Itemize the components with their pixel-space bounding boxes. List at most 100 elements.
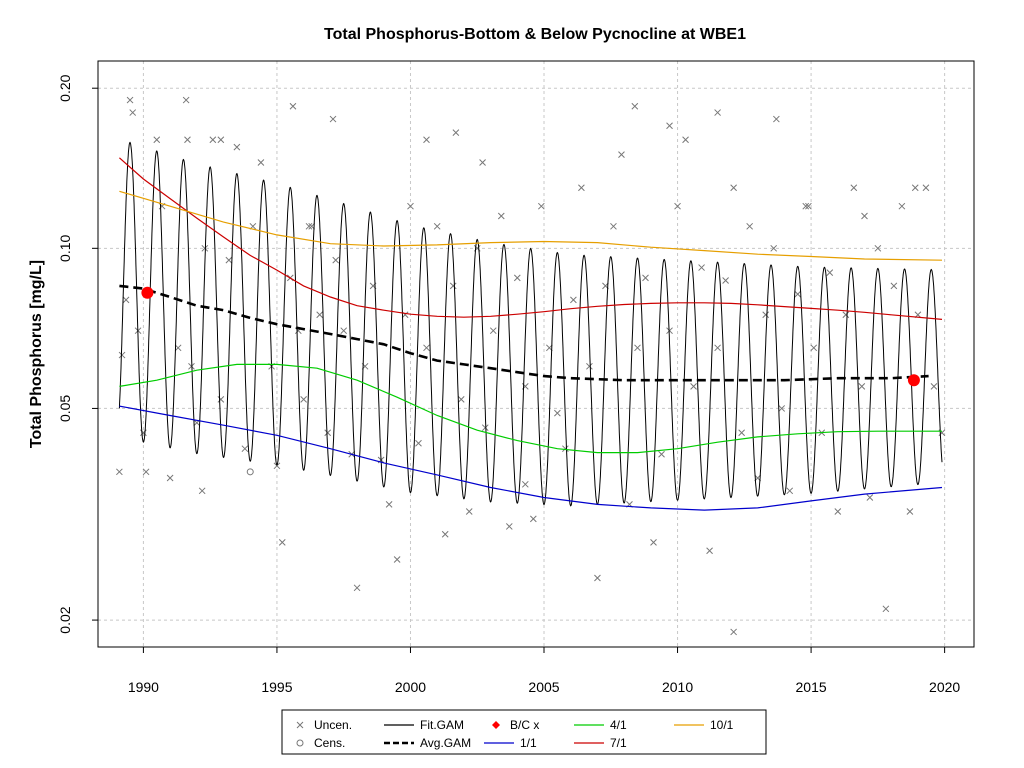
legend-label: B/C x xyxy=(510,718,539,732)
uncensored-point xyxy=(257,159,265,166)
uncensored-point xyxy=(353,584,361,592)
legend-label: Avg.GAM xyxy=(420,736,471,750)
seasonal-1-1-line xyxy=(119,405,943,511)
uncensored-point xyxy=(658,450,665,458)
legend-box xyxy=(281,709,767,755)
y-tick-label: 0.05 xyxy=(57,395,73,422)
uncensored-point xyxy=(562,445,569,453)
uncensored-point xyxy=(201,244,209,252)
uncensored-point xyxy=(305,222,313,230)
uncensored-point xyxy=(441,530,449,538)
legend-label: 1/1 xyxy=(520,736,537,750)
uncensored-point xyxy=(457,396,465,403)
uncensored-point xyxy=(316,311,324,319)
legend-label: Uncen. xyxy=(314,718,352,732)
uncensored-point xyxy=(618,151,625,159)
uncensored-point xyxy=(631,102,639,110)
uncensored-point xyxy=(340,327,348,335)
uncensored-point xyxy=(586,362,593,370)
uncensored-point xyxy=(241,445,249,453)
uncensored-point xyxy=(217,136,225,144)
uncensored-point xyxy=(217,396,225,403)
y-axis-label: Total Phosphorus [mg/L] xyxy=(28,260,45,448)
grid xyxy=(98,61,974,647)
uncensored-point xyxy=(682,136,689,144)
legend-label: 7/1 xyxy=(610,736,627,750)
chart-title: Total Phosphorus-Bottom & Below Pycnocli… xyxy=(324,26,746,43)
uncensored-point xyxy=(861,212,868,220)
uncensored-point xyxy=(738,429,745,437)
uncensored-point xyxy=(642,274,649,282)
uncensored-point xyxy=(166,474,174,482)
uncensored-point xyxy=(198,487,206,495)
plot-frame xyxy=(97,60,975,648)
uncensored-point xyxy=(118,351,126,359)
uncensored-point xyxy=(289,102,297,110)
seasonal-4-1-line xyxy=(119,363,942,454)
uncensored-point xyxy=(329,115,337,123)
uncensored-point xyxy=(770,244,778,252)
uncensored-point xyxy=(126,96,134,104)
uncensored-point xyxy=(834,508,842,515)
uncensored-point xyxy=(842,311,850,319)
fit-gam-line xyxy=(118,141,943,507)
uncensored-point xyxy=(385,501,393,508)
uncensored-point xyxy=(521,480,529,488)
uncensored-point xyxy=(898,202,906,210)
x-tick-label: 2010 xyxy=(662,679,693,695)
legend-symbol-cens xyxy=(296,739,304,747)
legend-label: 4/1 xyxy=(610,718,627,732)
uncensored-point xyxy=(452,129,460,136)
uncensored-point xyxy=(730,184,737,192)
uncensored-point xyxy=(850,184,858,192)
uncensored-point xyxy=(714,109,721,116)
seasonal-7-1-line xyxy=(119,157,943,320)
uncensored-point xyxy=(882,605,890,613)
uncensored-point xyxy=(666,122,673,130)
uncensored-point xyxy=(570,296,577,304)
plot-area xyxy=(116,96,946,636)
x-tick-label: 2020 xyxy=(929,679,960,695)
uncensored-point xyxy=(174,344,182,352)
uncensored-point xyxy=(449,282,457,290)
uncensored-point xyxy=(153,136,161,144)
legend: Uncen. Cens. Fit.GAM Avg.GAM B/C x 1/1 4/1 7/1 1… xyxy=(281,709,767,755)
uncensored-point xyxy=(650,539,657,546)
uncensored-point xyxy=(722,277,729,284)
censored-point xyxy=(246,468,254,476)
x-axis: 1990 1995 2000 2005 2010 2015 2020 xyxy=(128,647,960,695)
uncensored-point xyxy=(762,311,770,319)
uncensored-point xyxy=(481,424,489,432)
y-axis: 0.02 0.05 0.10 0.20 xyxy=(57,74,98,634)
y-tick-label: 0.20 xyxy=(57,74,73,101)
uncensored-point xyxy=(594,574,601,582)
uncensored-point xyxy=(423,344,430,352)
legend-label: 10/1 xyxy=(710,718,734,732)
uncensored-point xyxy=(537,202,545,210)
uncensored-point xyxy=(513,274,521,282)
uncensored-point xyxy=(184,136,191,144)
uncensored-point xyxy=(393,556,401,563)
uncensored-point xyxy=(465,508,473,515)
uncensored-point xyxy=(278,539,286,546)
uncensored-point xyxy=(129,109,137,116)
uncensored-point xyxy=(479,159,486,166)
uncensored-point xyxy=(489,327,497,335)
uncensored-point xyxy=(773,115,780,123)
uncensored-point xyxy=(233,143,241,151)
bc-point xyxy=(141,286,154,299)
uncensored-point xyxy=(529,515,537,523)
legend-label: Fit.GAM xyxy=(420,718,464,732)
uncensored-point xyxy=(802,202,810,210)
x-tick-label: 2000 xyxy=(395,679,426,695)
uncensored-point xyxy=(142,468,150,476)
uncensored-point xyxy=(858,383,866,390)
x-tick-label: 2015 xyxy=(796,679,827,695)
uncensored-point xyxy=(209,136,217,144)
uncensored-point xyxy=(922,184,930,192)
x-tick-label: 1995 xyxy=(261,679,292,695)
legend-symbol-bc xyxy=(492,721,500,729)
uncensored-point xyxy=(890,282,898,290)
uncensored-point xyxy=(714,344,721,352)
